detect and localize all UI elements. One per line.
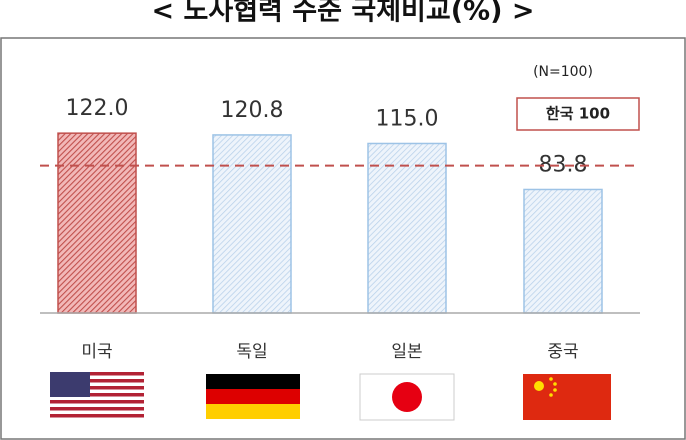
value-label: 83.8 xyxy=(539,152,588,177)
x-tick-label: 일본 xyxy=(391,342,422,362)
frame xyxy=(0,37,686,440)
bar xyxy=(523,188,603,314)
flag-jp xyxy=(359,373,455,421)
flag-de xyxy=(206,374,300,419)
annotation-box xyxy=(516,97,640,131)
flag-us xyxy=(50,372,144,418)
x-tick-label: 독일 xyxy=(236,342,267,362)
value-label: 122.0 xyxy=(66,96,129,121)
value-label: 120.8 xyxy=(221,98,284,123)
bar xyxy=(367,142,447,314)
value-label: 115.0 xyxy=(376,106,439,131)
x-tick-label: 중국 xyxy=(547,342,578,362)
bar xyxy=(212,134,292,314)
bar xyxy=(57,132,137,314)
flag-cn xyxy=(523,374,611,420)
chart-title: < 노사협력 수준 국제비교(%) > xyxy=(152,0,535,27)
x-tick-label: 미국 xyxy=(81,342,112,362)
annotation: 한국 100 xyxy=(546,105,610,123)
subtitle: (N=100) xyxy=(533,64,593,80)
